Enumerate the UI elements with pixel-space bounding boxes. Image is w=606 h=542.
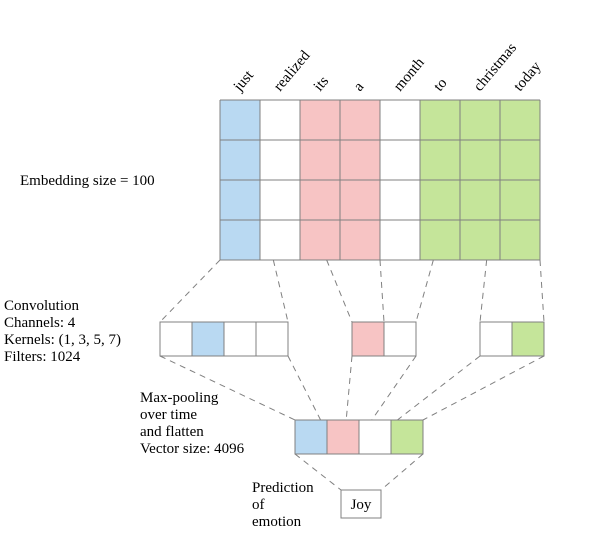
word-label: month — [391, 55, 428, 95]
prediction-value: Joy — [351, 497, 372, 513]
embedding-label: Embedding size = 100 — [20, 173, 155, 189]
dash-conv-to-pool — [160, 356, 544, 420]
word-label: realized — [271, 48, 314, 95]
word-label: a — [351, 79, 368, 95]
conv-label-line: Channels: 4 — [4, 315, 76, 331]
pred-label-line: emotion — [252, 514, 302, 530]
dash-emb-to-conv — [160, 260, 544, 322]
pred-label-line: of — [252, 497, 265, 513]
conv-label-line: Filters: 1024 — [4, 349, 81, 365]
conv-label-line: Kernels: (1, 3, 5, 7) — [4, 332, 121, 348]
pool-label-line: Max-pooling — [140, 390, 219, 406]
pooling-row — [295, 420, 423, 454]
embedding-grid — [220, 100, 540, 260]
pred-label-line: Prediction — [252, 480, 314, 496]
word-labels: justrealizeditsamonthtochristmastoday — [230, 40, 545, 95]
convolution-groups — [160, 322, 544, 356]
pool-label-line: over time — [140, 407, 197, 423]
word-label: just — [230, 67, 257, 95]
conv-label-line: Convolution — [4, 298, 80, 314]
word-label: to — [431, 75, 451, 94]
dash-pool-to-pred — [295, 454, 423, 490]
word-label: today — [511, 58, 545, 94]
word-label: its — [311, 73, 332, 94]
pool-label-line: and flatten — [140, 424, 204, 440]
pool-label-line: Vector size: 4096 — [140, 441, 245, 457]
